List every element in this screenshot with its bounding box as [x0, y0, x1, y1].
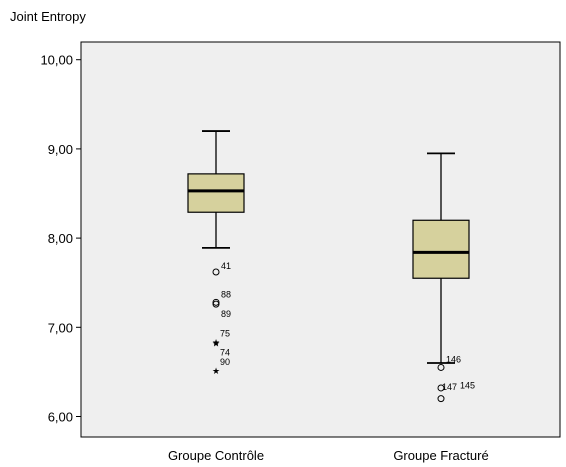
- outlier-label: 147: [442, 382, 457, 392]
- box-group: 146 147 145: [412, 152, 475, 403]
- outlier-label: 146: [446, 354, 461, 364]
- extreme-label: 74: [220, 347, 230, 357]
- outlier-point: [437, 395, 445, 403]
- outlier-label: 89: [221, 309, 231, 319]
- extreme-label: 75: [220, 329, 230, 339]
- iqr-box: [187, 173, 245, 213]
- outlier-point: [437, 363, 445, 371]
- y-tick-label: 6,00: [48, 410, 73, 425]
- x-axis: Groupe Contrôle Groupe Fracturé: [168, 448, 489, 463]
- x-category-label: Groupe Fracturé: [393, 448, 488, 463]
- y-tick-label: 9,00: [48, 142, 73, 157]
- extreme-label: 90: [220, 357, 230, 367]
- outlier-point: [212, 268, 220, 276]
- chart-title: Joint Entropy: [10, 9, 86, 24]
- outlier-point: [437, 384, 445, 392]
- outlier-point: [212, 300, 220, 308]
- y-axis: 6,00 7,00 8,00 9,00 10,00: [40, 53, 81, 425]
- iqr-box: [412, 219, 470, 279]
- extreme-point: ★: [212, 366, 220, 376]
- outlier-label: 41: [221, 261, 231, 271]
- x-category-label: Groupe Contrôle: [168, 448, 264, 463]
- outlier-label: 145: [460, 381, 475, 391]
- plot-area: [80, 41, 561, 438]
- y-tick-label: 10,00: [40, 53, 73, 68]
- outlier-label: 88: [221, 289, 231, 299]
- extreme-point: ★: [212, 338, 220, 348]
- y-tick-label: 8,00: [48, 231, 73, 246]
- extreme-point: ★: [212, 338, 220, 348]
- y-tick-label: 7,00: [48, 320, 73, 335]
